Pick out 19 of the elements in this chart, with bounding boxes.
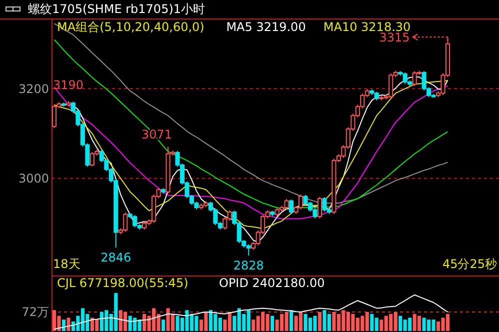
annotation: 18天 <box>53 257 80 271</box>
annotation: 2846 <box>100 250 132 265</box>
y-tick-label: 3200 <box>18 82 49 96</box>
legend-title: MA组合(5,10,20,40,60,0) <box>57 20 204 34</box>
series-label: CJL 677198.00(55:45) <box>57 276 188 290</box>
bar <box>270 316 274 331</box>
annotation: 2828 <box>233 258 264 273</box>
bar <box>66 318 70 331</box>
series-label: OPID 2402180.00 <box>219 276 325 290</box>
annotation: 45分25秒 <box>442 257 497 271</box>
y-tick-label: 3000 <box>18 172 49 186</box>
chart-title: 螺纹1705(SHME rb1705)1小时 <box>28 2 206 16</box>
annotation: 3190 <box>53 78 84 92</box>
text: MA5 3219.00 <box>226 20 306 34</box>
bar <box>162 320 166 331</box>
bar <box>290 310 294 331</box>
bar <box>62 320 66 331</box>
bar <box>318 312 322 331</box>
ref-line-label: 72万 <box>22 305 49 320</box>
